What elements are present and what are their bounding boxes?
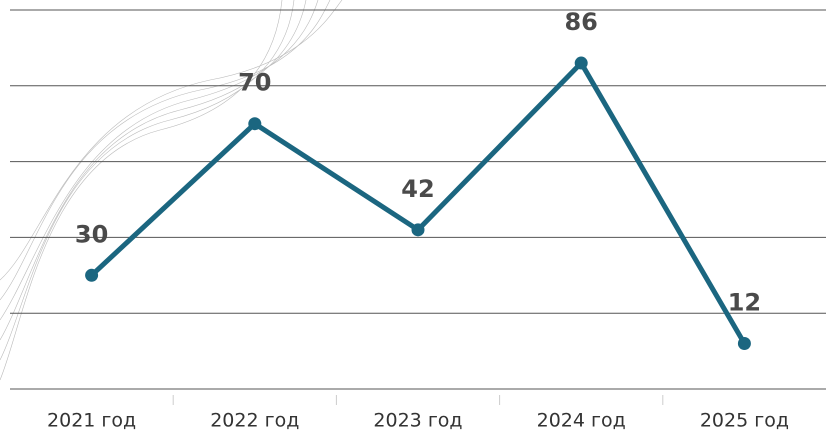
decoration bbox=[0, 0, 343, 381]
data-label: 30 bbox=[75, 220, 108, 248]
data-label: 42 bbox=[401, 175, 434, 203]
data-label: 70 bbox=[238, 69, 271, 97]
point bbox=[85, 268, 99, 282]
x-tick-label: 2024 год bbox=[537, 410, 626, 432]
plot: 2021 год 2022 год 2023 год 2024 год 2025 год… bbox=[47, 8, 789, 431]
point bbox=[574, 56, 588, 70]
x-tick-label: 2021 год bbox=[47, 410, 136, 432]
grid bbox=[10, 9, 826, 405]
x-tick-label: 2022 год bbox=[210, 410, 299, 432]
point bbox=[411, 223, 425, 237]
point bbox=[737, 337, 751, 351]
x-tick-label: 2025 год bbox=[700, 410, 789, 432]
point bbox=[248, 117, 262, 131]
x-tick-label: 2023 год bbox=[373, 410, 462, 432]
data-label: 12 bbox=[728, 289, 761, 317]
data-label: 86 bbox=[564, 8, 597, 36]
line bbox=[89, 60, 747, 345]
